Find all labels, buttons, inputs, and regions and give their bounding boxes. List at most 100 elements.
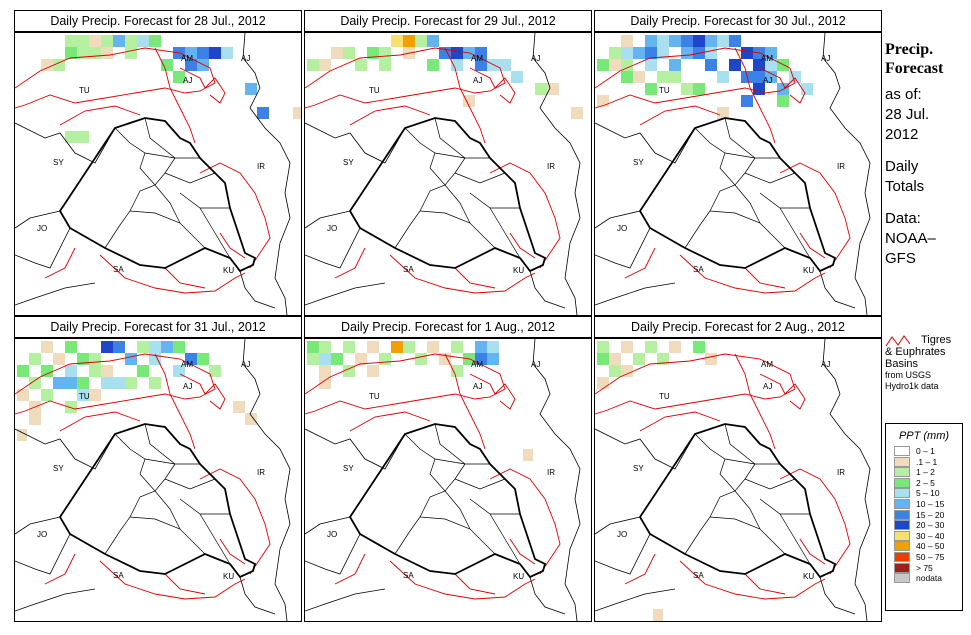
province-line [684, 210, 711, 249]
basin-line [454, 267, 496, 289]
province-line [144, 117, 200, 159]
legend-swatch [894, 562, 910, 573]
as-of-label: as of: [885, 86, 922, 103]
precip-cell [65, 377, 77, 389]
precip-cell [609, 47, 621, 59]
precip-cell [681, 83, 693, 95]
legend-swatch [894, 573, 910, 584]
basin-line [469, 373, 516, 410]
country-border [348, 117, 547, 273]
basin-line-icon [885, 335, 911, 347]
precip-cell [741, 47, 753, 59]
province-line [454, 172, 506, 184]
precip-cell [245, 413, 257, 425]
precip-cell [657, 353, 669, 365]
coastline [15, 282, 96, 306]
precip-cell [657, 35, 669, 47]
precip-cell [403, 35, 415, 47]
basin-line [334, 247, 366, 279]
country-label: KU [803, 572, 814, 581]
coastline [242, 33, 291, 315]
basin-line [154, 353, 196, 450]
country-label: AJ [531, 54, 540, 63]
precip-cell [137, 341, 149, 353]
country-label: AM [471, 360, 483, 369]
country-label: JO [617, 530, 627, 539]
precip-cell [717, 35, 729, 47]
precip-cell [753, 59, 765, 71]
country-label: IR [837, 162, 845, 171]
coastline [529, 576, 566, 615]
basin-line [509, 232, 536, 259]
precip-cell [101, 365, 113, 377]
province-line [129, 157, 176, 212]
precip-cell [53, 353, 65, 365]
basin-legend-line-2: & Euphrates [885, 346, 946, 358]
precip-cell [741, 95, 753, 107]
province-line [104, 516, 131, 555]
precip-cell [597, 95, 609, 107]
province-line [469, 498, 520, 515]
data-source-line-2: NOAA– [885, 230, 936, 247]
precip-cell [499, 59, 511, 71]
province-line [694, 433, 756, 465]
coastline [532, 339, 581, 621]
precip-cell [53, 59, 65, 71]
coastline [595, 516, 641, 535]
country-label: KU [513, 572, 524, 581]
country-label: AJ [241, 360, 250, 369]
legend-item: 2 – 5 [894, 477, 962, 489]
precip-cell [705, 353, 717, 365]
legend-label: 40 – 50 [916, 541, 945, 552]
precip-cell [621, 71, 633, 83]
precip-cell [17, 429, 27, 441]
precip-cell [789, 71, 801, 83]
data-source-line-1: Data: [885, 210, 921, 227]
province-line [709, 516, 786, 555]
precip-cell [331, 353, 343, 365]
coastline [15, 588, 96, 612]
country-label: SY [53, 464, 64, 473]
country-label: JO [327, 224, 337, 233]
country-label: AM [181, 54, 193, 63]
coastline [595, 227, 651, 269]
precip-cell [717, 71, 729, 83]
precip-cell [657, 71, 669, 83]
province-line [709, 157, 756, 212]
country-label: AJ [763, 382, 772, 391]
basin-line [469, 67, 516, 104]
precip-cell [125, 47, 137, 59]
country-label: TU [79, 392, 90, 401]
country-border [638, 117, 837, 273]
precip-cell [621, 47, 633, 59]
country-label: SY [633, 158, 644, 167]
coastline [15, 122, 116, 164]
country-label: AJ [821, 54, 830, 63]
basin-line [759, 67, 806, 104]
precip-cell [621, 365, 633, 377]
precip-cell [137, 365, 149, 377]
coastline [15, 516, 61, 535]
province-line [694, 127, 756, 159]
precip-cell [319, 353, 331, 365]
basin-line [154, 47, 196, 144]
country-label: IR [257, 162, 265, 171]
basin-line [444, 47, 486, 144]
legend-label: 0 – 1 [916, 446, 935, 456]
country-label: AM [761, 360, 773, 369]
precip-cell [463, 95, 475, 107]
basin-line [679, 254, 826, 294]
precip-cell [487, 341, 499, 353]
precip-cell [41, 389, 53, 401]
legend-label: 20 – 30 [916, 520, 945, 531]
precip-cell [307, 341, 319, 353]
province-line [779, 207, 811, 259]
country-label: SA [693, 265, 704, 274]
country-label: SA [113, 265, 124, 274]
country-label: SA [403, 265, 414, 274]
legend-item: 0 – 1 [894, 446, 962, 457]
basin-legend-line-3: Basins [885, 358, 919, 370]
province-line [759, 498, 810, 515]
map-svg: AM AJ AJ TU SY IR JO SA KU [15, 33, 301, 315]
